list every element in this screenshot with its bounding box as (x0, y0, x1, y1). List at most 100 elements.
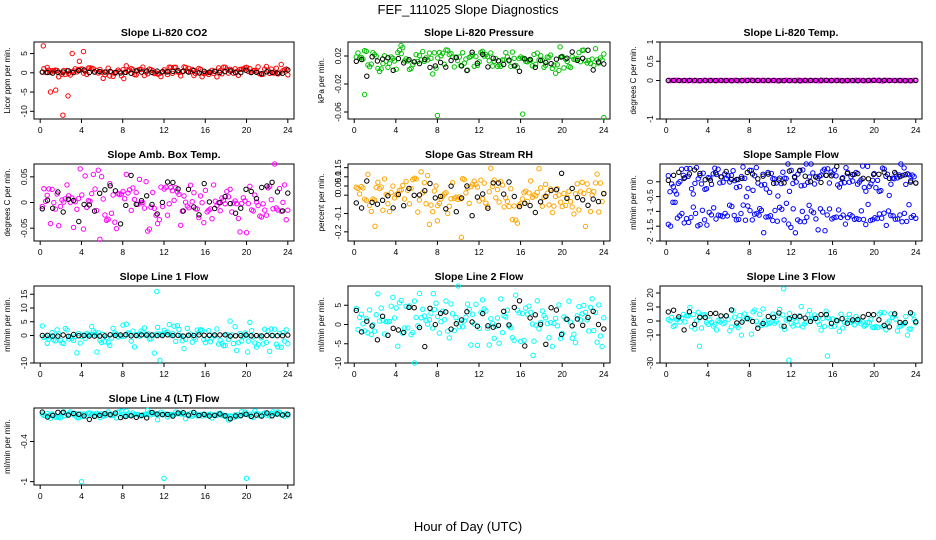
data-point (874, 177, 881, 184)
y-tick-label: 0 (19, 333, 29, 338)
reference-point (516, 203, 523, 210)
data-point (415, 209, 421, 215)
reference-point (411, 59, 417, 65)
reference-point (112, 69, 119, 76)
data-point (411, 298, 418, 304)
data-point (763, 77, 769, 84)
data-point (667, 189, 673, 195)
data-point (531, 51, 537, 58)
reference-point (813, 315, 819, 322)
data-point (464, 301, 471, 307)
data-point (184, 325, 191, 331)
data-point (521, 337, 527, 343)
reference-point (385, 332, 391, 338)
data-point (199, 327, 205, 333)
reference-point (196, 70, 202, 76)
outlier-point (520, 111, 526, 117)
reference-point (881, 169, 887, 175)
panel-title: Slope Li-820 Pressure (424, 27, 534, 39)
reference-point (411, 192, 417, 199)
data-points (665, 286, 919, 363)
y-tick-label: -1 (19, 478, 29, 486)
data-point (584, 181, 590, 187)
data-point (245, 200, 252, 207)
reference-point (718, 77, 724, 84)
data-point (428, 310, 434, 316)
data-point (828, 323, 834, 330)
reference-point (437, 193, 444, 200)
data-point (683, 165, 690, 172)
data-point (202, 340, 209, 346)
x-tick-label: 0 (38, 369, 43, 379)
reference-point (818, 311, 824, 318)
reference-point (574, 57, 581, 63)
data-point (690, 204, 696, 210)
data-point (698, 77, 705, 84)
reference-point (395, 327, 402, 333)
reference-point (855, 78, 861, 84)
reference-point (269, 413, 275, 419)
data-points (39, 161, 291, 243)
outlier-point (458, 234, 464, 241)
reference-point (149, 69, 155, 76)
reference-point (886, 77, 893, 84)
reference-point (595, 198, 602, 205)
reference-point (844, 77, 850, 84)
data-point (247, 183, 253, 190)
data-point (710, 171, 716, 177)
data-point (501, 204, 507, 210)
data-point (390, 183, 396, 189)
reference-point (274, 333, 281, 339)
reference-point (464, 309, 470, 315)
data-point (831, 323, 838, 329)
panel-title: Slope Li-820 CO2 (121, 27, 208, 39)
reference-point (369, 323, 375, 329)
data-point (729, 203, 735, 210)
y-tick-label: 1 (645, 39, 655, 44)
data-point (562, 202, 569, 209)
x-tick-label: 4 (79, 125, 84, 135)
data-point (885, 208, 892, 214)
data-point (360, 185, 366, 191)
reference-point (907, 77, 914, 84)
reference-point (548, 305, 554, 311)
reference-point (138, 69, 145, 75)
data-point (733, 184, 740, 191)
data-point (840, 212, 846, 218)
reference-point (865, 311, 872, 318)
reference-point (170, 413, 176, 419)
x-tick-label: 12 (786, 247, 796, 257)
reference-point (427, 64, 433, 71)
data-point (446, 335, 452, 341)
x-tick-label: 12 (786, 369, 796, 379)
reference-point (474, 323, 481, 329)
data-point (123, 321, 130, 327)
data-point (52, 206, 59, 212)
reference-point (60, 332, 66, 338)
reference-point (601, 326, 607, 332)
data-point (105, 216, 111, 223)
data-point (823, 308, 829, 314)
y-tick-label: -0.05 (19, 218, 29, 238)
data-point (74, 206, 80, 213)
reference-point (744, 169, 750, 176)
reference-point (886, 324, 893, 330)
x-tick-label: 16 (516, 369, 526, 379)
reference-point (522, 56, 528, 62)
data-point (586, 328, 592, 334)
reference-point (844, 320, 850, 326)
reference-point (222, 68, 228, 75)
data-point (215, 65, 222, 71)
data-point (273, 341, 279, 347)
data-point (597, 180, 604, 186)
data-point (665, 173, 671, 179)
reference-point (770, 314, 777, 320)
x-tick-label: 20 (242, 369, 252, 379)
reference-point (91, 333, 98, 339)
data-point (854, 215, 860, 222)
reference-point (159, 411, 166, 418)
data-point (518, 338, 524, 345)
data-point (874, 324, 881, 331)
data-point (779, 206, 785, 212)
data-point (528, 309, 534, 315)
